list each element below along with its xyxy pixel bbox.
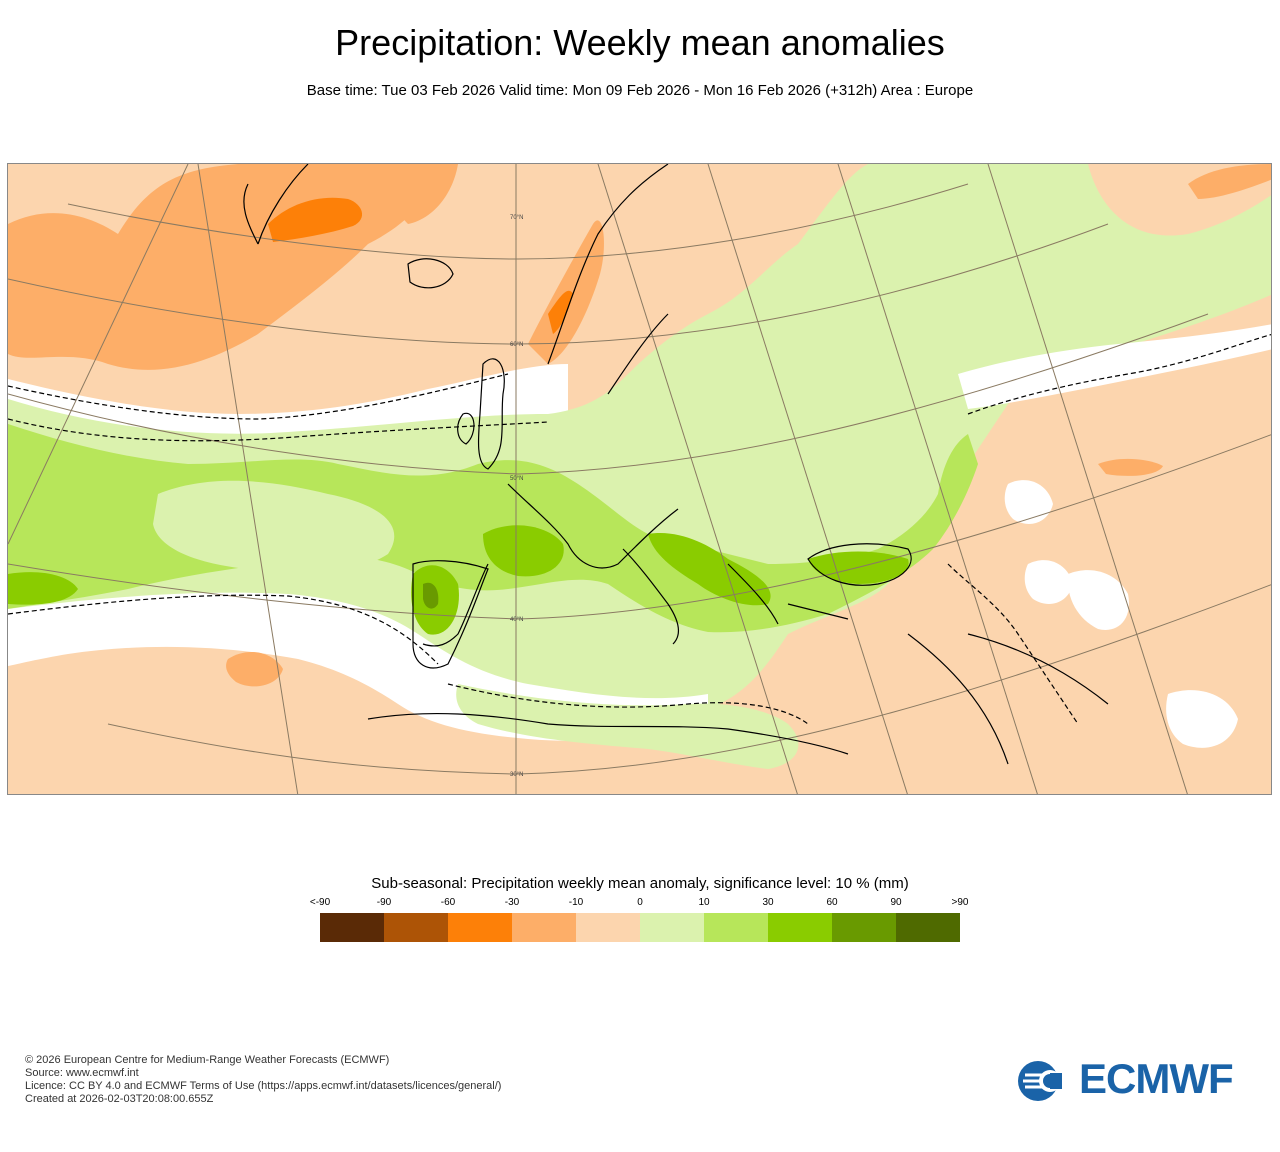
coast-black-sea [807,543,912,586]
dry-region-azores [226,651,283,687]
legend-swatch [576,913,640,942]
coast-italy [622,548,680,645]
legend-tick-label: <-90 [309,897,331,908]
legend-colorbar [320,913,960,942]
wet-region-very-strong-iberia [423,582,439,609]
wet-region-strong-balkans [648,533,771,606]
coast-uk-ireland [457,358,505,470]
legend-ticks: <-90 -90 -60 -30 -10 0 10 30 60 90 >90 [310,897,969,911]
footer-source: Source: www.ecmwf.int [25,1067,139,1079]
legend-tick-label: >90 [951,897,969,908]
legend-tick-label: 0 [637,897,643,908]
ecmwf-logo-icon [1018,1061,1071,1101]
legend-tick-label: 60 [826,897,838,908]
lat-label-40: 40°N [510,617,523,623]
lat-label-60: 60°N [510,342,523,348]
legend-tick-label: 30 [762,897,774,908]
legend-swatch [320,913,384,942]
no-signal-northeast [958,324,1271,409]
significance-contours [8,333,1271,725]
legend-swatch [448,913,512,942]
legend-tick-label: -30 [504,897,520,908]
legend-swatch [384,913,448,942]
legend-tick-label: -90 [376,897,392,908]
ecmwf-logo-text: ECMWF [1079,1055,1234,1102]
coast-iberia [412,560,489,669]
coast-greenland [243,164,309,245]
footer: © 2026 European Centre for Medium-Range … [25,1054,501,1106]
coastlines [243,164,1109,765]
latitude-labels: 70°N 60°N 50°N 40°N 30°N [510,215,523,778]
dry-region-greenland-sea [387,164,458,224]
footer-created: Created at 2026-02-03T20:08:00.655Z [25,1093,214,1105]
dry-region-kazakhstan [1098,458,1163,476]
chart-title: Precipitation: Weekly mean anomalies [335,22,945,63]
footer-licence: Licence: CC BY 4.0 and ECMWF Terms of Us… [25,1080,502,1092]
legend-swatch [832,913,896,942]
no-signal-east-2 [1067,570,1129,630]
ecmwf-logo: ECMWF [1017,1055,1257,1104]
coast-scandinavia [547,164,669,395]
coast-north-africa [367,712,849,755]
lat-label-30: 30°N [510,772,523,778]
wet-region-strong-atlantic-west [8,572,78,605]
chart-subtitle: Base time: Tue 03 Feb 2026 Valid time: M… [306,82,974,99]
coast-greece-balkans [727,563,849,625]
graticule [8,164,1271,794]
dry-region-norway-strong [548,290,573,334]
legend-swatch [768,913,832,942]
map-svg: 70°N 60°N 50°N 40°N 30°N [8,164,1271,794]
legend-title: Sub-seasonal: Precipitation weekly mean … [371,875,909,892]
dry-region-greenland-strong [268,197,363,242]
no-signal-east-1 [1024,560,1073,604]
legend-swatch [640,913,704,942]
legend-tick-label: 90 [890,897,902,908]
legend-swatch [896,913,960,942]
coast-europe-mainland [422,483,679,647]
legend-tick-label: -10 [568,897,584,908]
wet-region-light-interior [153,480,395,572]
legend-tick-label: 10 [698,897,710,908]
dry-region-northeast-corner [1188,164,1271,199]
legend-tick-label: -60 [440,897,456,908]
wet-region-strong-france [483,525,564,577]
legend-swatch [704,913,768,942]
no-signal-iran [1166,690,1238,748]
footer-copyright: © 2026 European Centre for Medium-Range … [25,1054,390,1066]
lat-label-50: 50°N [510,476,523,482]
lat-label-70: 70°N [510,215,523,221]
anomaly-map: 70°N 60°N 50°N 40°N 30°N [7,163,1272,795]
no-signal-caspian [1004,480,1053,524]
legend-swatch [512,913,576,942]
coast-iceland [407,258,454,289]
wet-region-light-europe [8,164,1271,722]
